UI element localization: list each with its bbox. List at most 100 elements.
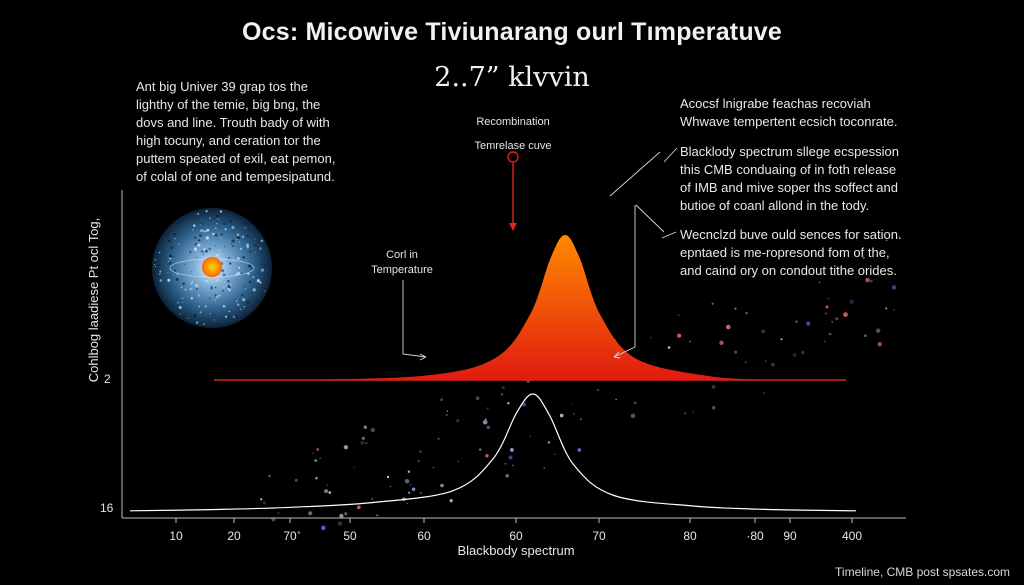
x-tick-label: 20 — [227, 529, 241, 543]
sphere-speckle — [159, 270, 162, 273]
sphere-speckle — [154, 258, 157, 261]
sphere-speckle — [220, 233, 223, 236]
sphere-speckle — [244, 227, 246, 229]
sphere-speckle — [226, 307, 228, 309]
sphere-speckle — [223, 246, 226, 248]
star — [344, 512, 348, 516]
sphere-speckle — [222, 289, 224, 292]
star — [315, 476, 318, 480]
sphere-speckle — [215, 278, 219, 282]
sphere-speckle — [231, 239, 235, 243]
sphere-speckle — [220, 253, 222, 255]
star — [437, 437, 440, 440]
sphere-speckle — [159, 279, 163, 282]
star — [579, 418, 582, 421]
sphere-speckle — [173, 233, 176, 236]
sphere-speckle — [202, 229, 204, 232]
sphere-speckle — [235, 315, 238, 318]
sphere-speckle — [238, 241, 241, 243]
star — [849, 299, 854, 304]
star — [677, 333, 682, 338]
sphere-speckle — [254, 238, 256, 240]
star — [482, 419, 488, 425]
sphere-speckle — [259, 281, 262, 284]
star — [543, 467, 546, 469]
sphere-speckle — [268, 274, 270, 276]
x-tick-label: 60 — [509, 529, 523, 543]
sphere-speckle — [178, 229, 180, 231]
y-tick-label-2: 2 — [104, 372, 111, 386]
sphere-speckle — [197, 212, 200, 215]
star — [780, 338, 783, 341]
star — [407, 491, 411, 494]
sphere-speckle — [199, 224, 201, 226]
star — [440, 483, 444, 488]
sphere-speckle — [222, 304, 226, 308]
sphere-speckle — [205, 279, 208, 283]
cool-temperature-label: Corl in Temperature — [371, 249, 433, 276]
sphere-speckle — [184, 263, 186, 265]
star — [885, 239, 888, 242]
sphere-speckle — [220, 237, 222, 239]
star — [711, 302, 714, 305]
sphere-speckle — [214, 234, 218, 237]
star — [512, 464, 515, 467]
sphere-speckle — [260, 268, 265, 272]
sphere-speckle — [235, 279, 238, 281]
star — [475, 396, 480, 401]
star — [486, 425, 490, 430]
sphere-speckle — [256, 279, 260, 283]
sphere-speckle — [183, 315, 186, 318]
x-tick-label: 50 — [343, 529, 357, 543]
sphere-speckle — [182, 282, 185, 285]
sphere-speckle — [219, 210, 223, 213]
sphere-speckle — [222, 273, 226, 277]
star — [806, 321, 811, 326]
footer-credit: Timeline, CMB post spsates.com — [835, 565, 1010, 579]
sphere-speckle — [210, 286, 213, 290]
star — [865, 277, 870, 283]
sphere-speckle — [158, 251, 161, 254]
sphere-speckle — [187, 317, 190, 320]
sphere-speckle — [195, 218, 198, 220]
sphere-speckle — [229, 262, 232, 265]
sphere-speckle — [243, 305, 245, 308]
sphere-speckle — [198, 305, 201, 308]
star — [343, 445, 349, 450]
sphere-speckle — [154, 265, 156, 268]
y-axis-label: Cohlbog laadiese Pt ocl Tog, — [86, 218, 101, 383]
sphere-speckle — [168, 254, 173, 258]
sphere-speckle — [178, 306, 182, 309]
sphere-speckle — [253, 243, 257, 247]
sphere-speckle — [249, 250, 252, 253]
sphere-speckle — [179, 313, 181, 315]
sphere-speckle — [260, 239, 264, 243]
star — [308, 511, 313, 516]
sphere-speckle — [257, 246, 260, 249]
star — [577, 448, 582, 452]
star — [352, 537, 354, 540]
sphere-speckle — [175, 278, 179, 281]
sphere-speckle — [205, 278, 207, 280]
sphere-speckle — [172, 301, 175, 304]
star — [824, 312, 827, 315]
sphere-speckle — [200, 250, 204, 254]
star — [615, 398, 617, 401]
star — [417, 460, 420, 462]
sphere-speckle — [181, 301, 183, 304]
sphere-speckle — [220, 212, 222, 214]
star — [507, 402, 510, 405]
star — [353, 466, 355, 469]
sphere-speckle — [167, 239, 171, 243]
star — [877, 342, 882, 347]
sphere-speckle — [231, 245, 234, 247]
sphere-speckle — [205, 236, 209, 240]
sphere-speckle — [176, 273, 179, 276]
sphere-speckle — [216, 222, 218, 225]
sphere-speckle — [224, 228, 227, 231]
sphere-speckle — [153, 264, 156, 266]
star — [277, 511, 280, 515]
x-axis-label: Blackbody spectrum — [457, 543, 574, 558]
sphere-speckle — [159, 273, 161, 275]
sphere-speckle — [253, 276, 255, 278]
